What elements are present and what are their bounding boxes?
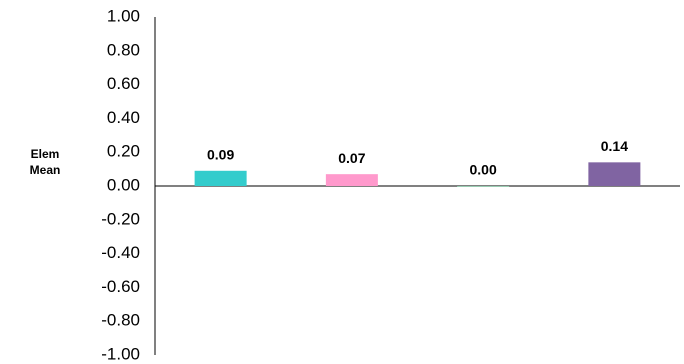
bar xyxy=(457,186,510,187)
y-tick-label: 1.00 xyxy=(107,6,140,25)
y-tick-label: 0.00 xyxy=(107,175,140,194)
value-label: 0.07 xyxy=(338,150,365,166)
y-tick-label: -0.20 xyxy=(101,209,140,228)
bar xyxy=(325,174,378,186)
value-label: 0.14 xyxy=(601,138,628,154)
bar xyxy=(194,170,247,186)
y-tick-label: -0.60 xyxy=(101,277,140,296)
y-tick-label: 0.40 xyxy=(107,108,140,127)
y-tick-label: -0.40 xyxy=(101,243,140,262)
y-tick-label: 0.20 xyxy=(107,142,140,161)
y-tick-label: 0.80 xyxy=(107,40,140,59)
value-label: 0.00 xyxy=(470,162,497,178)
bar xyxy=(588,162,641,186)
y-tick-label: -1.00 xyxy=(101,344,140,363)
y-tick-label: 0.60 xyxy=(107,74,140,93)
y-tick-label: -0.80 xyxy=(101,311,140,330)
y-axis-label: Elem Mean xyxy=(29,147,61,177)
value-label: 0.09 xyxy=(207,146,234,162)
